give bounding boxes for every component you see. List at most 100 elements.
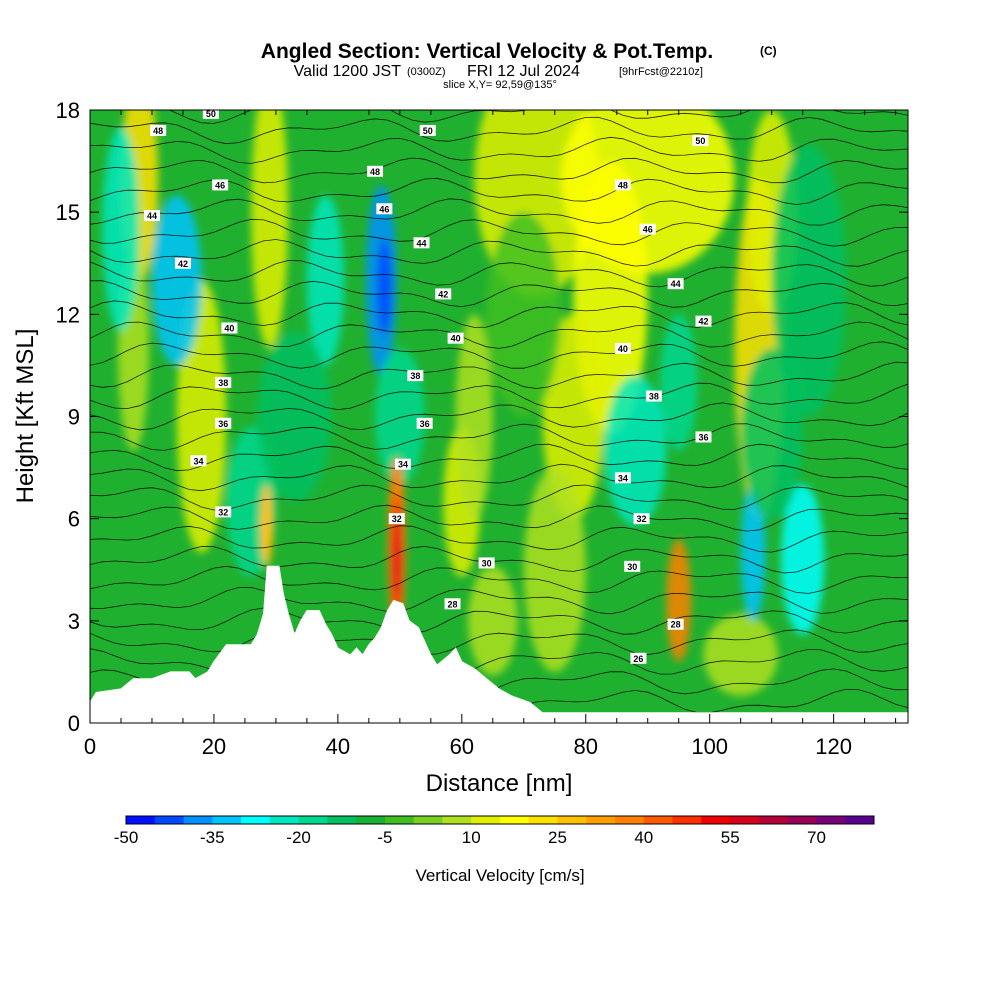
colorbar-segment: [672, 816, 702, 824]
isentrope-label: 32: [637, 514, 647, 524]
isentrope-label-bg: [202, 110, 219, 119]
isentrope-label-bg: [624, 560, 641, 572]
velocity-cell: [666, 539, 692, 662]
valid-utc: (0300Z): [407, 66, 446, 78]
isentrope-label-bg: [221, 322, 238, 334]
colorbar-tick-label: -5: [377, 828, 392, 847]
isentrope-label-bg: [388, 513, 405, 525]
isentrope-label: 50: [423, 126, 433, 136]
isentrope-label-bg: [478, 557, 495, 569]
colorbar-segment: [241, 816, 271, 824]
isentrope-label: 38: [218, 378, 228, 388]
isentrope-label-bg: [190, 455, 207, 467]
isentrope-label-bg: [447, 332, 464, 344]
isentrope-label-bg: [692, 135, 709, 147]
isentrope-label-bg: [215, 376, 232, 388]
isentrope-label: 48: [370, 167, 380, 177]
colorbar-segment: [269, 816, 300, 824]
isentrope-label: 48: [153, 126, 163, 136]
y-axis-label: Height [Kft MSL]: [12, 329, 39, 504]
isentrope-label-bg: [444, 598, 461, 610]
colorbar-title: Vertical Velocity [cm/s]: [415, 866, 584, 885]
isentrope: [90, 260, 908, 288]
colorbar-segment: [787, 816, 817, 824]
isentrope-label-bg: [419, 124, 436, 136]
isentrope-label-bg: [614, 342, 631, 354]
isentrope-label: 28: [448, 599, 458, 609]
velocity-cell: [523, 467, 586, 672]
forecast-tag: [9hrFcst@2210z]: [619, 66, 703, 78]
y-tick-label: 0: [68, 711, 80, 736]
x-axis-label: Distance [nm]: [426, 770, 573, 797]
velocity-cell: [251, 110, 289, 349]
isentrope: [90, 382, 908, 411]
velocity-cell: [771, 144, 847, 417]
velocity-cell: [740, 484, 766, 621]
velocity-cell: [257, 331, 332, 502]
isentrope-label: 36: [420, 419, 430, 429]
isentrope: [90, 423, 908, 451]
isentrope: [90, 504, 908, 532]
isentrope: [90, 463, 908, 492]
isentrope: [90, 218, 908, 247]
isentrope: [168, 110, 908, 124]
velocity-cell: [604, 375, 667, 526]
velocity-cell: [740, 348, 803, 519]
isentrope: [90, 198, 908, 226]
isentrope-label: 36: [698, 432, 708, 442]
colorbar: -50 -35 -20 -5 10 25 40 55 70: [114, 815, 875, 847]
isentrope-label: 36: [218, 419, 228, 429]
isentrope: [90, 545, 908, 574]
velocity-cell: [660, 314, 698, 451]
slice-info: slice X,Y= 92,59@135°: [443, 79, 557, 91]
isentrope-label: 48: [618, 180, 628, 190]
colorbar-segment: [557, 816, 587, 824]
isentrope-label-bg: [367, 165, 384, 177]
isentrope-label: 34: [618, 473, 628, 483]
isentrope-label-bg: [143, 210, 160, 222]
isentrope-label: 30: [482, 558, 492, 568]
isentrope: [90, 402, 908, 431]
velocity-cell: [102, 127, 140, 332]
isentrope-label-bg: [630, 652, 647, 664]
isentrope-label: 38: [649, 392, 659, 402]
velocity-cell: [468, 566, 518, 676]
velocity-cell: [703, 614, 778, 696]
isentrope-label-bg: [645, 390, 662, 402]
y-tick-label: 12: [56, 302, 80, 327]
isentrope: [90, 280, 908, 308]
updraft-core: [393, 518, 400, 601]
x-axis: 0 20 40 60 80 100 120: [84, 110, 897, 759]
isentrope-label: 28: [671, 620, 681, 630]
isentrope-label: 42: [438, 289, 448, 299]
x-tick-label: 100: [691, 734, 728, 759]
isentrope-label-bg: [435, 288, 452, 300]
isentrope-label: 40: [451, 334, 461, 344]
colorbar-segment: [615, 816, 645, 824]
isentrope: [90, 341, 908, 369]
isentrope: [90, 239, 908, 267]
isentrope: [90, 136, 908, 164]
isentrope-label-bg: [633, 513, 650, 525]
colorbar-segment: [212, 816, 242, 824]
isentrope-label-bg: [376, 203, 393, 215]
colorbar-segment: [298, 816, 328, 824]
isentrope: [90, 157, 908, 184]
isentrope-label: 50: [206, 109, 216, 119]
isentrope-label-bg: [416, 417, 433, 429]
colorbar-tick-label: 40: [634, 828, 653, 847]
colorbar-segment: [816, 816, 846, 824]
colorbar-tick-label: 70: [807, 828, 826, 847]
isentrope: [90, 607, 908, 635]
colorbar-segment: [643, 816, 674, 824]
colorbar-segment: [758, 816, 789, 824]
isentrope-label: 50: [695, 136, 705, 146]
colorbar-segment: [154, 816, 185, 824]
colorbar-tick-label: -20: [286, 828, 311, 847]
isentrope-label-bg: [394, 458, 411, 470]
isentrope-label-bg: [407, 370, 424, 382]
y-tick-label: 15: [56, 200, 80, 225]
velocity-cell: [780, 484, 825, 635]
